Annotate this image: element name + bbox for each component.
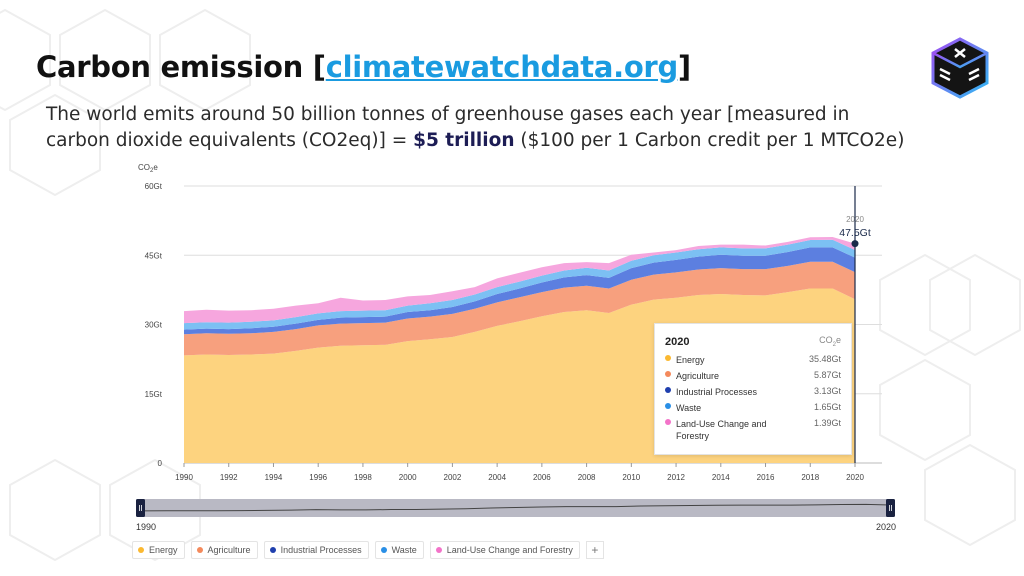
waste-dot [380,547,387,553]
x-tick-label: 2020 [846,473,864,482]
tooltip-row-industrial: Industrial Processes 3.13Gt [665,386,841,398]
tooltip-unit: CO2e [819,335,841,348]
x-tick-label: 1998 [354,473,372,482]
tooltip-row-agriculture: Agriculture 5.87Gt [665,370,841,382]
x-tick-label: 1990 [175,473,193,482]
legend-label: Energy [149,545,178,555]
add-legend-button[interactable]: + [585,541,604,559]
y-tick-label: 60Gt [145,182,163,191]
subtitle-text-2: ($100 per 1 Carbon credit per 1 MTCO2e) [514,130,905,151]
energy-dot [665,355,671,361]
data-tooltip: 2020 CO2e Energy 35.48Gt Agriculture 5.87G… [654,323,852,455]
slider-start-label: 1990 [136,522,157,532]
legend-label: Agriculture [207,545,251,555]
x-tick-label: 2000 [399,473,417,482]
energy-dot [138,547,144,553]
agriculture-dot [665,371,671,377]
industrial-dot [269,547,276,553]
x-tick-label: 2012 [667,473,685,482]
y-tick-label: 15Gt [145,390,163,399]
x-tick-label: 2014 [712,473,730,482]
legend-item-industrial[interactable]: Industrial Processes [263,541,369,559]
tooltip-row-land-use: Land-Use Change and Forestry 1.39Gt [665,418,841,442]
slider-handle-start[interactable] [136,499,145,517]
title-suffix: ] [677,50,691,84]
legend-label: Waste [391,545,417,555]
slider-sparkline [140,503,892,512]
y-tick-label: 45Gt [145,251,163,260]
area-agriculture [184,261,855,356]
page-title: Carbon emission [climatewatchdata.org] [36,50,691,84]
x-tick-label: 1996 [309,473,327,482]
legend-item-waste[interactable]: Waste [374,541,424,559]
industrial-dot [665,387,671,393]
tooltip-label: Waste [676,403,702,413]
chart-axes: 0 15Gt 30Gt 45Gt 60Gt CO2e 1990 1992 1994 1996 199… [138,163,864,482]
legend-item-land-use[interactable]: Land-Use Change and Forestry [429,541,580,559]
x-tick-label: 2006 [533,473,551,482]
y-tick-label: 30Gt [145,321,163,330]
x-tick-label: 1994 [265,473,283,482]
x-tick-label: 2008 [578,473,596,482]
tooltip-label: Energy [676,355,705,365]
tooltip-value: 3.13Gt [813,386,841,396]
subtitle-highlight: $5 trillion [413,130,515,151]
area-waste [184,239,855,330]
x-tick-label: 2016 [757,473,775,482]
source-link[interactable]: climatewatchdata.org [325,50,679,84]
tooltip-row-energy: Energy 35.48Gt [665,354,841,366]
legend-item-agriculture[interactable]: Agriculture [190,541,258,559]
land-use-dot [665,419,671,425]
cube-logo-icon [931,37,989,99]
title-prefix: Carbon emission [ [36,50,326,84]
tooltip-title: 2020 [665,336,690,348]
range-slider [136,499,895,517]
x-tick-label: 2002 [444,473,462,482]
y-unit-label: CO2e [138,163,158,174]
subtitle-text: The world emits around 50 billion tonnes… [46,104,850,151]
x-tick-label: 2018 [801,473,819,482]
highlight-year-label: 2020 [846,215,864,224]
legend-label: Industrial Processes [280,545,362,555]
land-use-dot [435,547,442,553]
slider-end-label: 2020 [876,522,897,532]
area-industrial-processes [184,247,855,335]
x-tick-label: 2004 [488,473,506,482]
tooltip-label: Land-Use Change and Forestry [676,419,767,441]
tooltip-value: 5.87Gt [813,370,841,380]
tooltip-label: Industrial Processes [676,387,758,397]
legend-item-energy[interactable]: Energy [132,541,185,559]
x-tick-label: 1992 [220,473,238,482]
chart-legend: Energy Agriculture Industrial Processes … [132,541,604,559]
tooltip-row-waste: Waste 1.65Gt [665,402,841,414]
tooltip-value: 1.65Gt [813,402,841,412]
subtitle: The world emits around 50 billion tonnes… [46,102,906,154]
tooltip-value: 35.48Gt [808,354,841,364]
highlight-total-label: 47.5Gt [839,227,871,239]
waste-dot [665,403,671,409]
x-tick-label: 2010 [622,473,640,482]
y-tick-label: 0 [158,459,163,468]
tooltip-value: 1.39Gt [813,418,841,428]
agriculture-dot [196,547,203,553]
legend-label: Land-Use Change and Forestry [446,545,573,555]
area-land-use-change-and-forestry [184,237,855,324]
tooltip-label: Agriculture [676,371,720,381]
highlight-point [851,240,859,248]
chart-marker: 2020 47.5Gt [839,186,871,463]
slider-handle-end[interactable] [886,499,895,517]
